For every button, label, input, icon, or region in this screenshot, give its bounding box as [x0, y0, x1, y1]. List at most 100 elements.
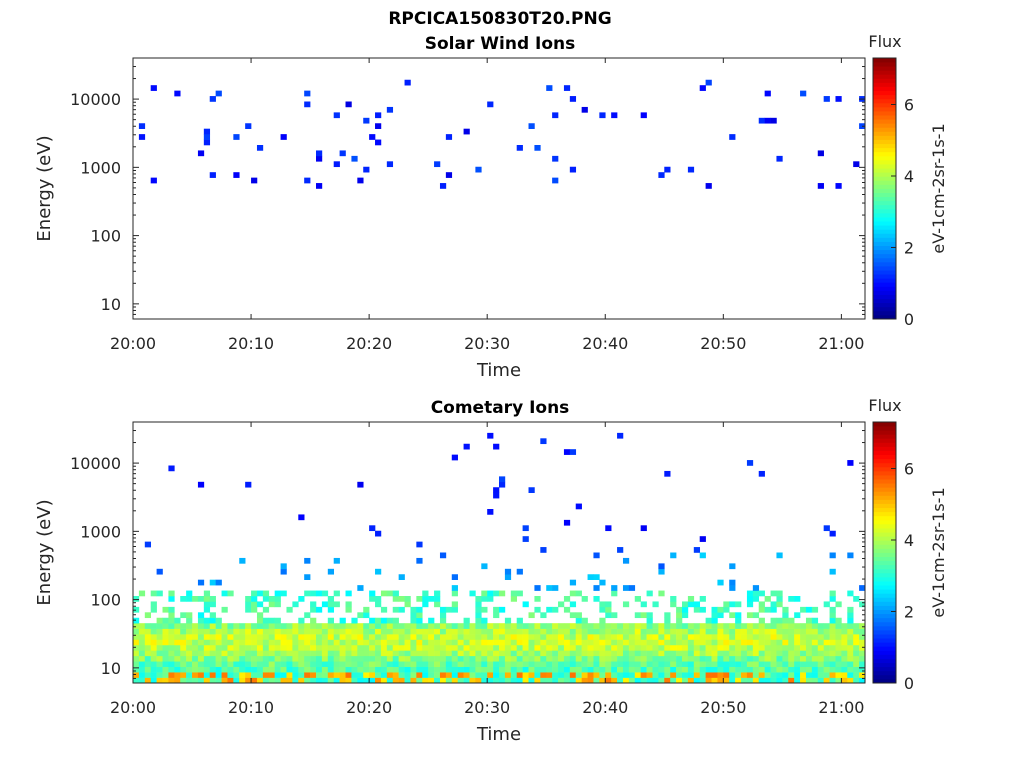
spectrogram-cell [811, 639, 819, 646]
spectrogram-cell [676, 612, 683, 619]
spectrogram-cell [434, 644, 441, 651]
spectrogram-cell [239, 672, 246, 678]
colorbar-swatch [873, 572, 896, 578]
x-tick-label: 21:00 [818, 334, 864, 353]
spectrogram-cell [853, 661, 860, 667]
spectrogram-cell [800, 672, 807, 678]
spectrogram-cell [239, 557, 246, 564]
spectrogram-cell [150, 590, 157, 597]
spectrogram-cell [304, 612, 311, 619]
colorbar-swatch [873, 294, 896, 300]
spectrogram-cell [445, 639, 453, 646]
spectrogram-cell [398, 672, 405, 678]
spectrogram-cell [805, 650, 813, 657]
spectrogram-cell [794, 644, 801, 651]
colorbar-swatch [873, 674, 896, 680]
spectrogram-cell [569, 655, 577, 662]
spectrogram-cell [197, 596, 205, 602]
colorbar-swatch [873, 434, 896, 439]
colorbar-swatch [873, 139, 896, 145]
spectrogram-cell [670, 666, 677, 673]
colorbar-swatch [873, 74, 896, 79]
spectrogram-cell [658, 650, 665, 657]
spectrogram-cell [622, 677, 630, 684]
colorbar-swatch [873, 483, 896, 488]
spectrogram-cell [646, 677, 653, 684]
spectrogram-cell [186, 617, 193, 624]
spectrogram-cell [280, 655, 287, 662]
spectrogram-cell [133, 666, 140, 673]
spectrogram-cell [599, 666, 606, 673]
spectrogram-cell [245, 623, 252, 629]
colorbar-swatch [873, 164, 896, 169]
spectrogram-cell [617, 655, 624, 662]
spectrogram-cell [504, 568, 512, 575]
spectrogram-cell [286, 672, 293, 678]
spectrogram-cell [457, 623, 464, 629]
spectrogram-cell [398, 639, 405, 646]
spectrogram-cell [658, 639, 665, 646]
spectrogram-cell [197, 661, 205, 667]
colorbar-swatch [873, 654, 896, 659]
spectrogram-cell [463, 128, 470, 135]
spectrogram-cell [168, 639, 175, 646]
spectrogram-cell [522, 677, 529, 684]
spectrogram-cell [540, 677, 547, 684]
colorbar-swatch [873, 536, 896, 541]
spectrogram-cell [375, 655, 382, 662]
spectrogram-cell [162, 628, 169, 635]
spectrogram-cell [209, 612, 216, 619]
spectrogram-cell [528, 123, 535, 129]
spectrogram-cell [599, 617, 606, 624]
spectrogram-cell [758, 606, 765, 613]
spectrogram-cell [552, 112, 559, 119]
colorbar-swatch [873, 621, 896, 627]
colorbar-swatch [873, 249, 896, 255]
spectrogram-cell [439, 606, 447, 613]
spectrogram-cell [546, 661, 553, 667]
spectrogram-cell [605, 650, 612, 657]
colorbar-swatch [873, 212, 896, 218]
spectrogram-cell [369, 525, 376, 532]
spectrogram-cell [434, 590, 441, 597]
spectrogram-cell [622, 650, 630, 657]
spectrogram-cell [445, 666, 453, 673]
spectrogram-cell [552, 177, 559, 184]
colorbar-tick-label: 0 [904, 310, 914, 329]
spectrogram-cell [499, 661, 506, 667]
spectrogram-cell [227, 590, 234, 597]
spectrogram-cell [416, 606, 423, 613]
spectrogram-cell [298, 596, 305, 602]
spectrogram-cell [186, 644, 193, 651]
spectrogram-cell [699, 628, 706, 635]
spectrogram-cell [392, 661, 399, 667]
spectrogram-cell [499, 677, 506, 684]
spectrogram-cell [823, 672, 830, 678]
spectrogram-cell [699, 672, 706, 678]
spectrogram-cell [859, 634, 866, 640]
spectrogram-cell [422, 644, 429, 651]
y-tick-label: 1000 [80, 522, 121, 541]
spectrogram-cell [186, 623, 193, 629]
spectrogram-cell [711, 655, 718, 662]
spectrogram-cell [658, 661, 665, 667]
spectrogram-cell [274, 628, 281, 635]
spectrogram-cell [310, 623, 317, 629]
spectrogram-cell [510, 590, 518, 597]
spectrogram-cell [788, 644, 795, 651]
spectrogram-cell [752, 612, 760, 619]
spectrogram-cell [711, 644, 718, 651]
spectrogram-cell [298, 666, 305, 673]
colorbar-swatch [873, 576, 896, 582]
spectrogram-cell [729, 134, 736, 140]
spectrogram-cell [215, 677, 222, 684]
spectrogram-cell [652, 666, 659, 673]
spectrogram-cell [233, 677, 240, 684]
spectrogram-cell [599, 579, 606, 586]
x-axis-label: Time [476, 360, 521, 381]
spectrogram-cell [351, 650, 358, 657]
spectrogram-cell [180, 644, 187, 651]
spectrogram-cell [794, 666, 801, 673]
spectrogram-cell [493, 639, 500, 646]
spectrogram-cell [321, 672, 329, 678]
